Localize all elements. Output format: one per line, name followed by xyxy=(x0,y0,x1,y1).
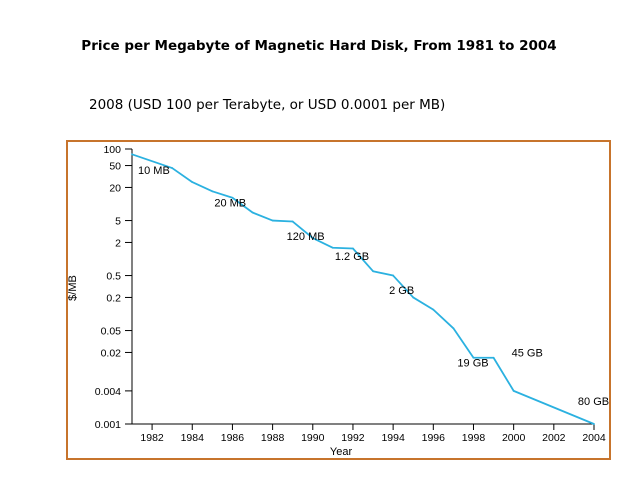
capacity-label: 19 GB xyxy=(457,358,488,370)
y-tick-label: 0.001 xyxy=(95,419,121,431)
y-tick-label: 0.004 xyxy=(95,386,121,398)
price-series-line xyxy=(131,153,595,425)
x-tick-label: 2004 xyxy=(582,432,606,444)
y-tick-label: 0.05 xyxy=(101,326,122,338)
x-axis-title: Year xyxy=(330,446,353,458)
x-tick-label: 1990 xyxy=(301,432,325,444)
x-tick-label: 2002 xyxy=(542,432,566,444)
x-tick-label: 2000 xyxy=(502,432,526,444)
data-point xyxy=(412,296,415,299)
capacity-label: 10 MB xyxy=(138,165,170,177)
x-tick-label: 1996 xyxy=(422,432,446,444)
x-tick-label: 1994 xyxy=(381,432,405,444)
price-per-mb-chart: 100 50 20 5 2 0.5 0.2 0.05 0.02 0.004 0.001 1982 198… xyxy=(68,144,609,458)
subtitle: 2008 (USD 100 per Terabyte, or USD 0.000… xyxy=(89,97,446,113)
y-axis-title: $/MB xyxy=(68,275,79,301)
data-point xyxy=(593,423,595,425)
data-point xyxy=(512,389,515,392)
capacity-label: 2 GB xyxy=(389,285,414,297)
data-point xyxy=(291,220,294,223)
data-point xyxy=(432,308,435,311)
y-tick-label: 5 xyxy=(115,216,121,228)
x-tick-label: 1984 xyxy=(181,432,205,444)
data-point xyxy=(251,211,254,214)
capacity-label: 80 GB xyxy=(578,396,609,408)
data-point xyxy=(131,153,133,156)
chart-frame: 100 50 20 5 2 0.5 0.2 0.05 0.02 0.004 0.001 1982 198… xyxy=(66,140,611,460)
capacity-label: 1.2 GB xyxy=(335,251,369,263)
capacity-label: 120 MB xyxy=(287,231,325,243)
y-tick-label: 0.2 xyxy=(106,292,121,304)
y-tick-label: 100 xyxy=(103,144,121,156)
data-point xyxy=(331,246,334,249)
data-point xyxy=(352,247,354,250)
page-title: Price per Megabyte of Magnetic Hard Disk… xyxy=(81,38,557,54)
data-point xyxy=(311,237,314,239)
data-point xyxy=(472,356,475,359)
y-tick-label: 20 xyxy=(109,182,121,194)
x-tick-label: 1986 xyxy=(221,432,245,444)
data-point xyxy=(452,327,455,330)
data-point xyxy=(231,196,234,199)
data-point xyxy=(372,270,374,273)
data-point xyxy=(271,219,274,222)
y-tick-label: 0.5 xyxy=(106,271,121,283)
capacity-label: 20 MB xyxy=(214,198,246,210)
data-point xyxy=(492,356,495,359)
x-tick-label: 1982 xyxy=(140,432,164,444)
x-tick-label: 1988 xyxy=(261,432,285,444)
capacity-label: 45 GB xyxy=(512,347,543,359)
x-tick-label: 1998 xyxy=(462,432,486,444)
data-point xyxy=(171,167,174,169)
x-tick-label: 1992 xyxy=(341,432,365,444)
y-tick-label: 0.02 xyxy=(101,347,122,359)
y-tick-label: 50 xyxy=(109,161,121,173)
data-point xyxy=(392,274,395,277)
data-point xyxy=(191,181,194,184)
y-tick-label: 2 xyxy=(115,237,121,249)
data-point xyxy=(211,190,214,193)
